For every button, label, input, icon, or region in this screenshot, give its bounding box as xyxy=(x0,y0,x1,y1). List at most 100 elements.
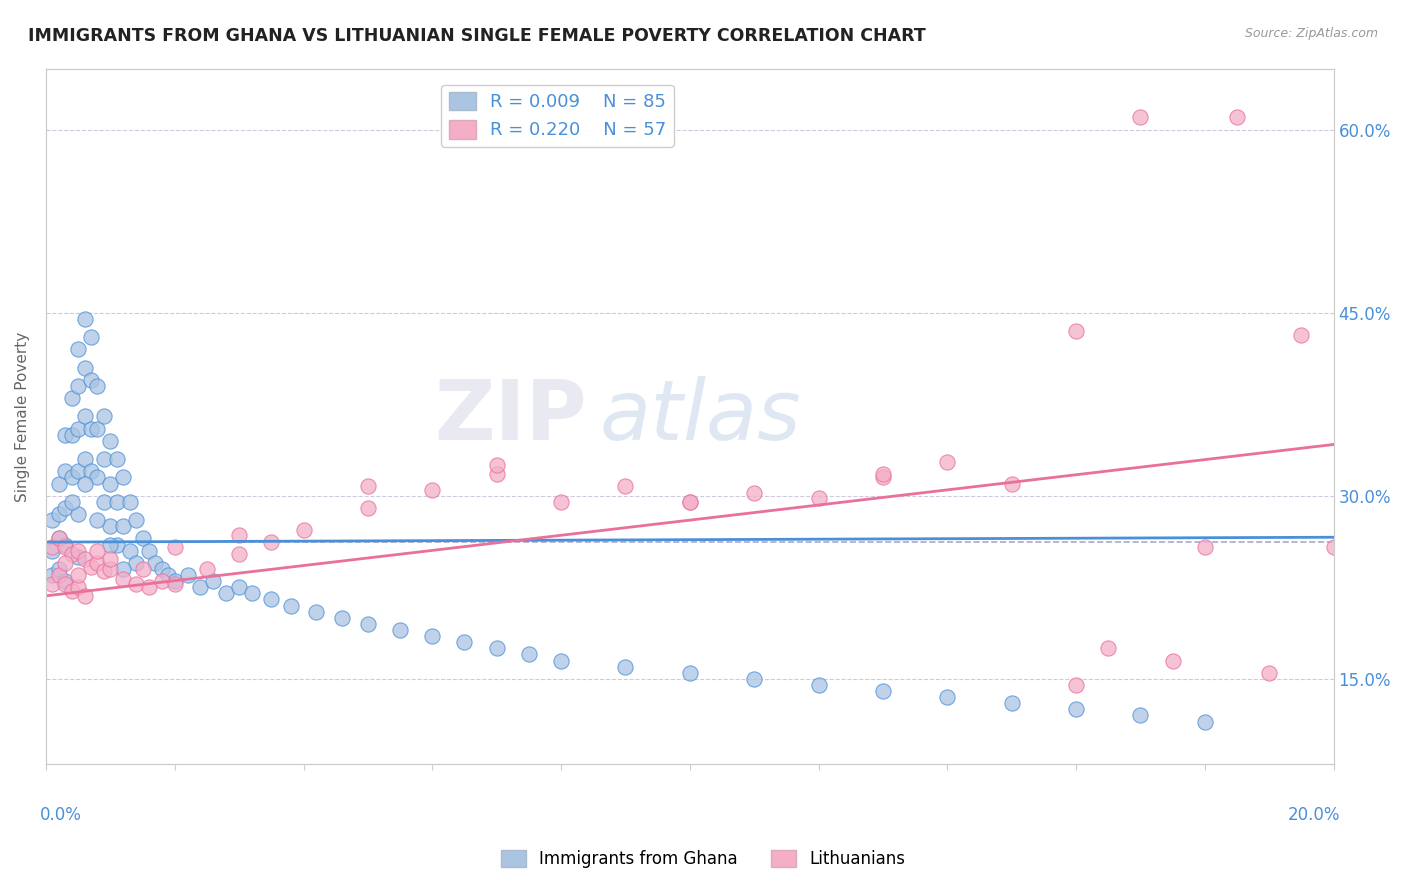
Point xyxy=(420,483,443,497)
Point xyxy=(73,552,96,566)
Point xyxy=(67,507,90,521)
Point xyxy=(292,523,315,537)
Point xyxy=(330,611,353,625)
Text: ZIP: ZIP xyxy=(434,376,586,457)
Point xyxy=(1226,111,1249,125)
Point xyxy=(195,562,218,576)
Point xyxy=(41,543,63,558)
Point xyxy=(86,543,108,558)
Point xyxy=(67,464,90,478)
Point xyxy=(163,576,186,591)
Point xyxy=(60,495,83,509)
Point xyxy=(67,549,90,564)
Point xyxy=(453,635,475,649)
Point xyxy=(112,519,135,533)
Point xyxy=(131,532,153,546)
Text: Source: ZipAtlas.com: Source: ZipAtlas.com xyxy=(1244,27,1378,40)
Text: IMMIGRANTS FROM GHANA VS LITHUANIAN SINGLE FEMALE POVERTY CORRELATION CHART: IMMIGRANTS FROM GHANA VS LITHUANIAN SING… xyxy=(28,27,927,45)
Point xyxy=(112,562,135,576)
Point xyxy=(305,605,328,619)
Point xyxy=(67,568,90,582)
Point xyxy=(163,540,186,554)
Point xyxy=(485,641,508,656)
Point xyxy=(98,434,121,448)
Point xyxy=(1323,540,1346,554)
Point xyxy=(73,409,96,424)
Point xyxy=(67,379,90,393)
Point xyxy=(48,532,70,546)
Point xyxy=(80,464,103,478)
Point xyxy=(105,452,128,467)
Point xyxy=(98,519,121,533)
Point xyxy=(1001,696,1024,710)
Point xyxy=(1258,665,1281,680)
Point xyxy=(60,547,83,561)
Text: 20.0%: 20.0% xyxy=(1288,806,1340,824)
Point xyxy=(1064,702,1087,716)
Point xyxy=(53,556,76,570)
Point xyxy=(215,586,238,600)
Point xyxy=(389,623,412,637)
Point xyxy=(163,574,186,589)
Point xyxy=(176,568,198,582)
Point xyxy=(53,537,76,551)
Point xyxy=(60,391,83,405)
Y-axis label: Single Female Poverty: Single Female Poverty xyxy=(15,331,30,501)
Point xyxy=(1194,714,1216,729)
Point xyxy=(80,330,103,344)
Point xyxy=(807,678,830,692)
Point xyxy=(48,568,70,582)
Point xyxy=(60,470,83,484)
Point xyxy=(280,599,302,613)
Point xyxy=(112,572,135,586)
Point xyxy=(93,409,115,424)
Point xyxy=(1001,476,1024,491)
Point xyxy=(1291,327,1313,342)
Point xyxy=(73,311,96,326)
Point xyxy=(936,454,959,468)
Point xyxy=(86,556,108,570)
Point xyxy=(485,458,508,473)
Point xyxy=(190,580,212,594)
Point xyxy=(742,672,765,686)
Point xyxy=(125,576,148,591)
Point xyxy=(67,543,90,558)
Point xyxy=(93,495,115,509)
Point xyxy=(73,452,96,467)
Point xyxy=(150,562,173,576)
Point xyxy=(105,495,128,509)
Point xyxy=(112,470,135,484)
Point xyxy=(53,574,76,589)
Point xyxy=(260,535,283,549)
Point xyxy=(202,574,225,589)
Point xyxy=(240,586,263,600)
Point xyxy=(872,684,894,698)
Point xyxy=(485,467,508,481)
Point xyxy=(1129,708,1152,723)
Point xyxy=(357,500,380,515)
Point xyxy=(60,427,83,442)
Point xyxy=(118,495,141,509)
Point xyxy=(1064,678,1087,692)
Point xyxy=(48,562,70,576)
Point xyxy=(150,574,173,589)
Point xyxy=(93,565,115,579)
Point xyxy=(48,476,70,491)
Point xyxy=(80,373,103,387)
Legend: Immigrants from Ghana, Lithuanians: Immigrants from Ghana, Lithuanians xyxy=(494,843,912,875)
Point xyxy=(1161,653,1184,667)
Point xyxy=(125,513,148,527)
Point xyxy=(105,537,128,551)
Point xyxy=(138,543,160,558)
Point xyxy=(228,547,250,561)
Point xyxy=(1097,641,1119,656)
Point xyxy=(73,589,96,603)
Point xyxy=(53,576,76,591)
Point xyxy=(41,576,63,591)
Point xyxy=(86,421,108,435)
Point xyxy=(53,540,76,554)
Point xyxy=(228,528,250,542)
Point xyxy=(357,479,380,493)
Point xyxy=(98,476,121,491)
Point xyxy=(679,495,702,509)
